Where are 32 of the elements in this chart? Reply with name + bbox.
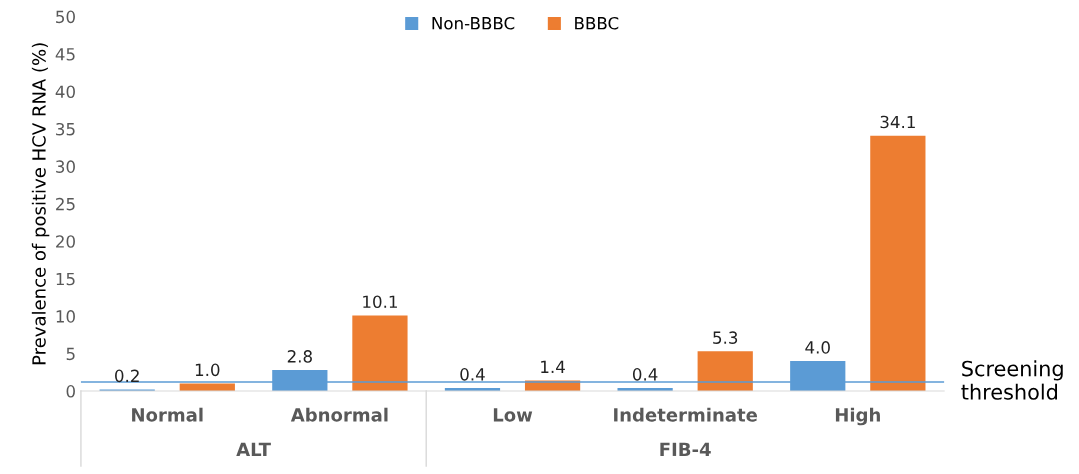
- text: ALT: [236, 442, 271, 456]
- data-label: 0.4: [632, 368, 658, 381]
- y-tick-label: 5: [66, 347, 75, 361]
- y-tick-label: 35: [56, 122, 75, 136]
- data-label: 2.8: [287, 350, 312, 363]
- y-tick-label: 15: [56, 272, 75, 286]
- data-label: 0.4: [460, 368, 485, 381]
- y-axis-title: Prevalence of positive HCV RNA (%): [31, 43, 50, 365]
- legend-label: BBBC: [575, 16, 619, 30]
- data-label: 5.3: [713, 331, 738, 344]
- y-tick-label: 25: [56, 197, 75, 211]
- y-tick-label: 40: [55, 85, 75, 99]
- legend-label: Non-BBBC: [432, 16, 515, 30]
- y-tick-label: 0: [66, 385, 75, 398]
- data-label: 4.0: [805, 341, 830, 354]
- x-tick-label: Normal: [132, 407, 203, 422]
- x-tick-label: Abnormal: [290, 407, 388, 422]
- y-tick-label: 45: [55, 48, 75, 61]
- data-label: 1.4: [541, 360, 565, 373]
- ref-line-label: Screening threshold: [961, 360, 1063, 400]
- data-label: 0.2: [115, 369, 139, 383]
- y-tick-label: 20: [56, 235, 75, 248]
- data-label: 34.1: [880, 115, 915, 129]
- x-tick-label: Low: [493, 408, 533, 422]
- y-tick-label: 50: [56, 10, 75, 24]
- text: FIB-4: [660, 442, 711, 456]
- x-tick-label: Indeterminate: [614, 407, 758, 422]
- y-tick-label: 30: [56, 160, 75, 173]
- y-tick-label: 10: [56, 310, 75, 323]
- data-label: 1.0: [195, 363, 220, 377]
- x-tick-label: High: [835, 407, 880, 426]
- data-label: 10.1: [363, 295, 397, 309]
